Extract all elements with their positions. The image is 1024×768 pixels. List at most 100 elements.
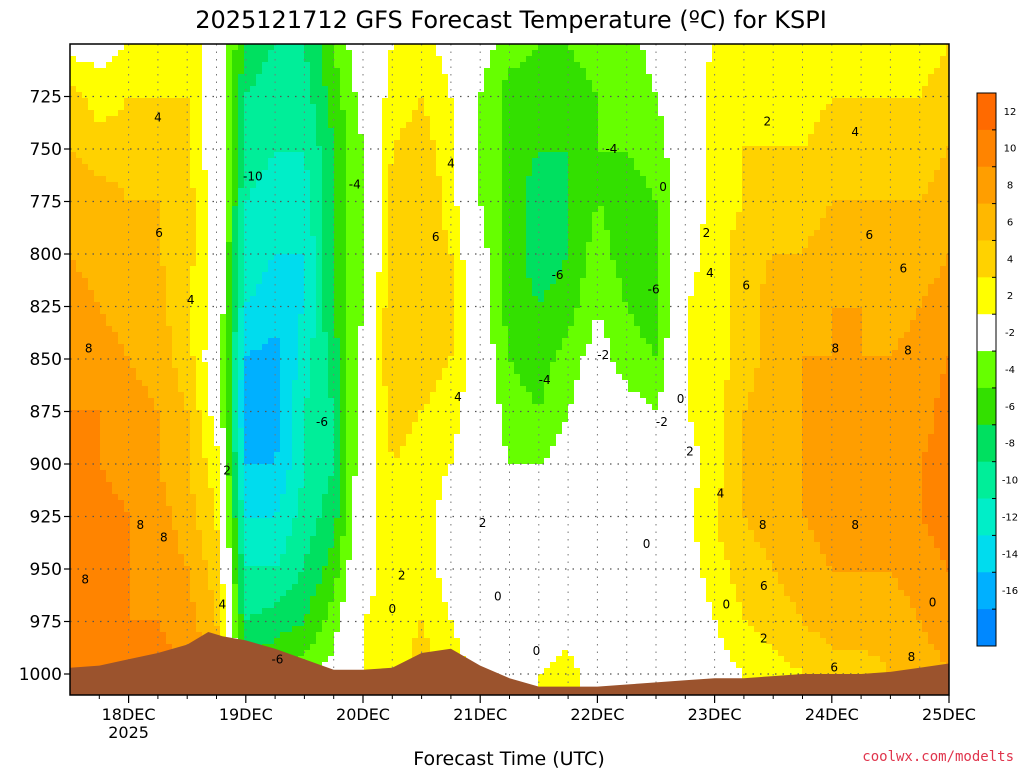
temperature-cell — [286, 74, 293, 81]
temperature-cell — [262, 182, 269, 189]
temperature-cell — [136, 290, 143, 297]
temperature-cell — [286, 512, 293, 519]
temperature-cell — [298, 194, 305, 201]
temperature-cell — [274, 368, 281, 375]
temperature-cell — [286, 524, 293, 531]
temperature-cell — [244, 470, 251, 477]
temperature-cell — [70, 80, 77, 87]
temperature-cell — [202, 596, 209, 603]
temperature-cell — [298, 392, 305, 399]
temperature-cell — [280, 332, 287, 339]
temperature-cell — [148, 578, 155, 585]
temperature-cell — [274, 332, 281, 339]
temperature-cell — [208, 614, 215, 621]
temperature-cell — [112, 548, 119, 555]
temperature-cell — [124, 644, 131, 651]
temperature-cell — [292, 584, 299, 591]
temperature-cell — [226, 482, 233, 489]
temperature-cell — [286, 506, 293, 513]
temperature-cell — [130, 632, 137, 639]
temperature-cell — [328, 488, 335, 495]
temperature-cell — [118, 68, 125, 75]
temperature-cell — [286, 608, 293, 615]
temperature-cell — [256, 614, 263, 621]
temperature-cell — [220, 374, 227, 381]
temperature-cell — [118, 644, 125, 651]
temperature-cell — [334, 146, 341, 153]
temperature-cell — [118, 56, 125, 63]
temperature-cell — [118, 44, 125, 51]
temperature-cell — [190, 68, 197, 75]
temperature-cell — [124, 68, 131, 75]
temperature-cell — [220, 104, 227, 111]
temperature-cell — [310, 380, 317, 387]
temperature-cell — [292, 44, 299, 51]
temperature-cell — [328, 662, 335, 669]
temperature-cell — [256, 470, 263, 477]
temperature-cell — [142, 92, 149, 99]
temperature-cell — [280, 314, 287, 321]
temperature-cell — [184, 614, 191, 621]
temperature-cell — [304, 434, 311, 441]
temperature-cell — [148, 254, 155, 261]
temperature-cell — [100, 440, 107, 447]
temperature-cell — [100, 482, 107, 489]
temperature-cell — [76, 164, 83, 171]
temperature-cell — [256, 524, 263, 531]
temperature-cell — [292, 110, 299, 117]
temperature-cell — [94, 344, 101, 351]
temperature-cell — [244, 446, 251, 453]
temperature-cell — [280, 632, 287, 639]
temperature-cell — [310, 158, 317, 165]
temperature-cell — [304, 392, 311, 399]
temperature-cell — [334, 134, 341, 141]
temperature-cell — [106, 620, 113, 627]
temperature-cell — [208, 560, 215, 567]
temperature-cell — [160, 590, 167, 597]
temperature-cell — [166, 104, 173, 111]
temperature-cell — [208, 236, 215, 243]
temperature-cell — [250, 584, 257, 591]
temperature-cell — [142, 428, 149, 435]
temperature-cell — [262, 482, 269, 489]
temperature-cell — [334, 86, 341, 93]
temperature-cell — [196, 476, 203, 483]
temperature-cell — [94, 44, 101, 51]
temperature-cell — [124, 230, 131, 237]
temperature-cell — [196, 344, 203, 351]
temperature-cell — [286, 356, 293, 363]
temperature-cell — [178, 560, 185, 567]
temperature-cell — [202, 416, 209, 423]
temperature-cell — [316, 326, 323, 333]
temperature-cell — [106, 488, 113, 495]
temperature-cell — [172, 596, 179, 603]
temperature-cell — [208, 602, 215, 609]
temperature-cell — [256, 86, 263, 93]
temperature-cell — [328, 638, 335, 645]
temperature-cell — [118, 596, 125, 603]
temperature-cell — [238, 92, 245, 99]
temperature-cell — [262, 164, 269, 171]
temperature-cell — [280, 434, 287, 441]
temperature-cell — [316, 416, 323, 423]
temperature-cell — [94, 290, 101, 297]
temperature-cell — [208, 104, 215, 111]
temperature-cell — [202, 218, 209, 225]
temperature-cell — [130, 392, 137, 399]
temperature-cell — [160, 548, 167, 555]
temperature-cell — [280, 482, 287, 489]
temperature-cell — [232, 308, 239, 315]
temperature-cell — [310, 434, 317, 441]
temperature-cell — [232, 380, 239, 387]
temperature-cell — [94, 662, 101, 669]
temperature-cell — [166, 188, 173, 195]
temperature-cell — [220, 356, 227, 363]
temperature-cell — [118, 104, 125, 111]
temperature-cell — [76, 326, 83, 333]
temperature-cell — [226, 542, 233, 549]
temperature-cell — [244, 428, 251, 435]
temperature-cell — [286, 434, 293, 441]
temperature-cell — [298, 380, 305, 387]
temperature-cell — [238, 314, 245, 321]
temperature-cell — [268, 572, 275, 579]
